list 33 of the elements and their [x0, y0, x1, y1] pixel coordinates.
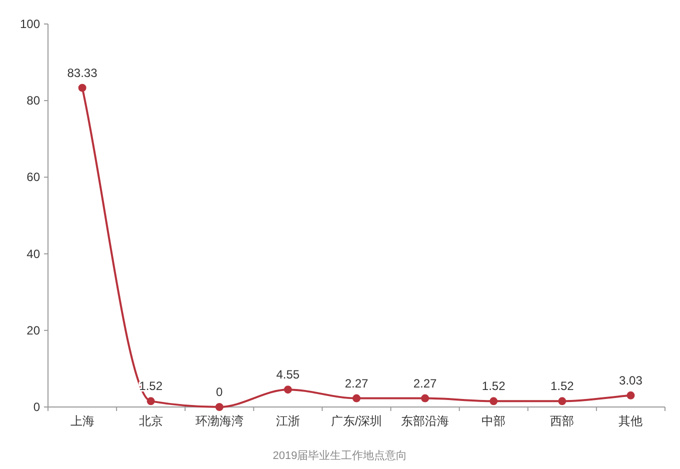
x-tick-label: 其他: [618, 414, 643, 428]
x-tick-label: 上海: [70, 414, 94, 428]
data-label: 3.03: [619, 373, 643, 388]
x-tick-label: 江浙: [276, 414, 300, 428]
point: [626, 391, 635, 400]
point: [352, 394, 360, 402]
y-tick-label: 80: [26, 94, 40, 108]
data-label: 2.27: [413, 376, 438, 390]
point: [490, 397, 498, 406]
x-tick-label: 北京: [138, 414, 163, 428]
y-tick-label: 0: [33, 400, 40, 414]
point: [146, 397, 155, 406]
data-label: 1.52: [482, 379, 506, 394]
y-tick-label: 20: [26, 323, 40, 338]
y-tick-label: 100: [20, 17, 40, 31]
x-tick-label: 广东/深圳: [330, 414, 382, 428]
point: [558, 397, 566, 406]
data-label: 2.27: [344, 376, 368, 390]
x-tick-label: 中部: [482, 414, 506, 428]
x-tick-label: 东部沿海: [401, 414, 450, 428]
y-tick-label: 40: [26, 246, 40, 261]
data-label: 0: [216, 385, 224, 399]
data-label: 1.52: [550, 379, 574, 394]
data-label: 4.55: [276, 368, 300, 382]
y-tick-label: 60: [26, 170, 40, 184]
x-tick-label: 西部: [550, 414, 574, 428]
text: 2019届毕业生工作地点意向: [272, 449, 408, 462]
point: [284, 386, 292, 394]
x-tick-label: 环渤海湾: [195, 414, 244, 428]
point: [421, 394, 430, 402]
point: [78, 84, 86, 92]
point: [215, 403, 224, 411]
data-label: 83.33: [67, 66, 98, 80]
